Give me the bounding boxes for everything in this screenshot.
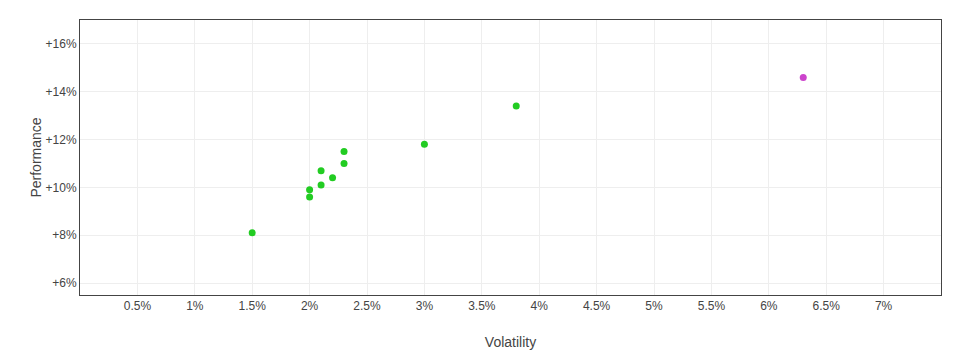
svg-text:2.5%: 2.5% bbox=[353, 299, 381, 313]
svg-text:+12%: +12% bbox=[46, 133, 77, 147]
svg-text:5.5%: 5.5% bbox=[698, 299, 726, 313]
svg-text:5%: 5% bbox=[645, 299, 663, 313]
svg-text:1.5%: 1.5% bbox=[239, 299, 267, 313]
svg-text:3%: 3% bbox=[416, 299, 434, 313]
svg-text:2%: 2% bbox=[301, 299, 319, 313]
svg-text:3.5%: 3.5% bbox=[468, 299, 496, 313]
svg-text:+16%: +16% bbox=[46, 37, 77, 51]
svg-text:6.5%: 6.5% bbox=[813, 299, 841, 313]
svg-text:Volatility: Volatility bbox=[485, 334, 536, 350]
svg-text:+8%: +8% bbox=[52, 228, 77, 242]
svg-text:Performance: Performance bbox=[28, 117, 44, 197]
svg-text:0.5%: 0.5% bbox=[124, 299, 152, 313]
svg-text:6%: 6% bbox=[760, 299, 778, 313]
svg-text:+10%: +10% bbox=[46, 181, 77, 195]
svg-text:4.5%: 4.5% bbox=[583, 299, 611, 313]
svg-text:+14%: +14% bbox=[46, 85, 77, 99]
svg-text:4%: 4% bbox=[531, 299, 549, 313]
svg-text:1%: 1% bbox=[186, 299, 204, 313]
svg-text:7%: 7% bbox=[875, 299, 893, 313]
svg-text:+6%: +6% bbox=[52, 276, 77, 290]
